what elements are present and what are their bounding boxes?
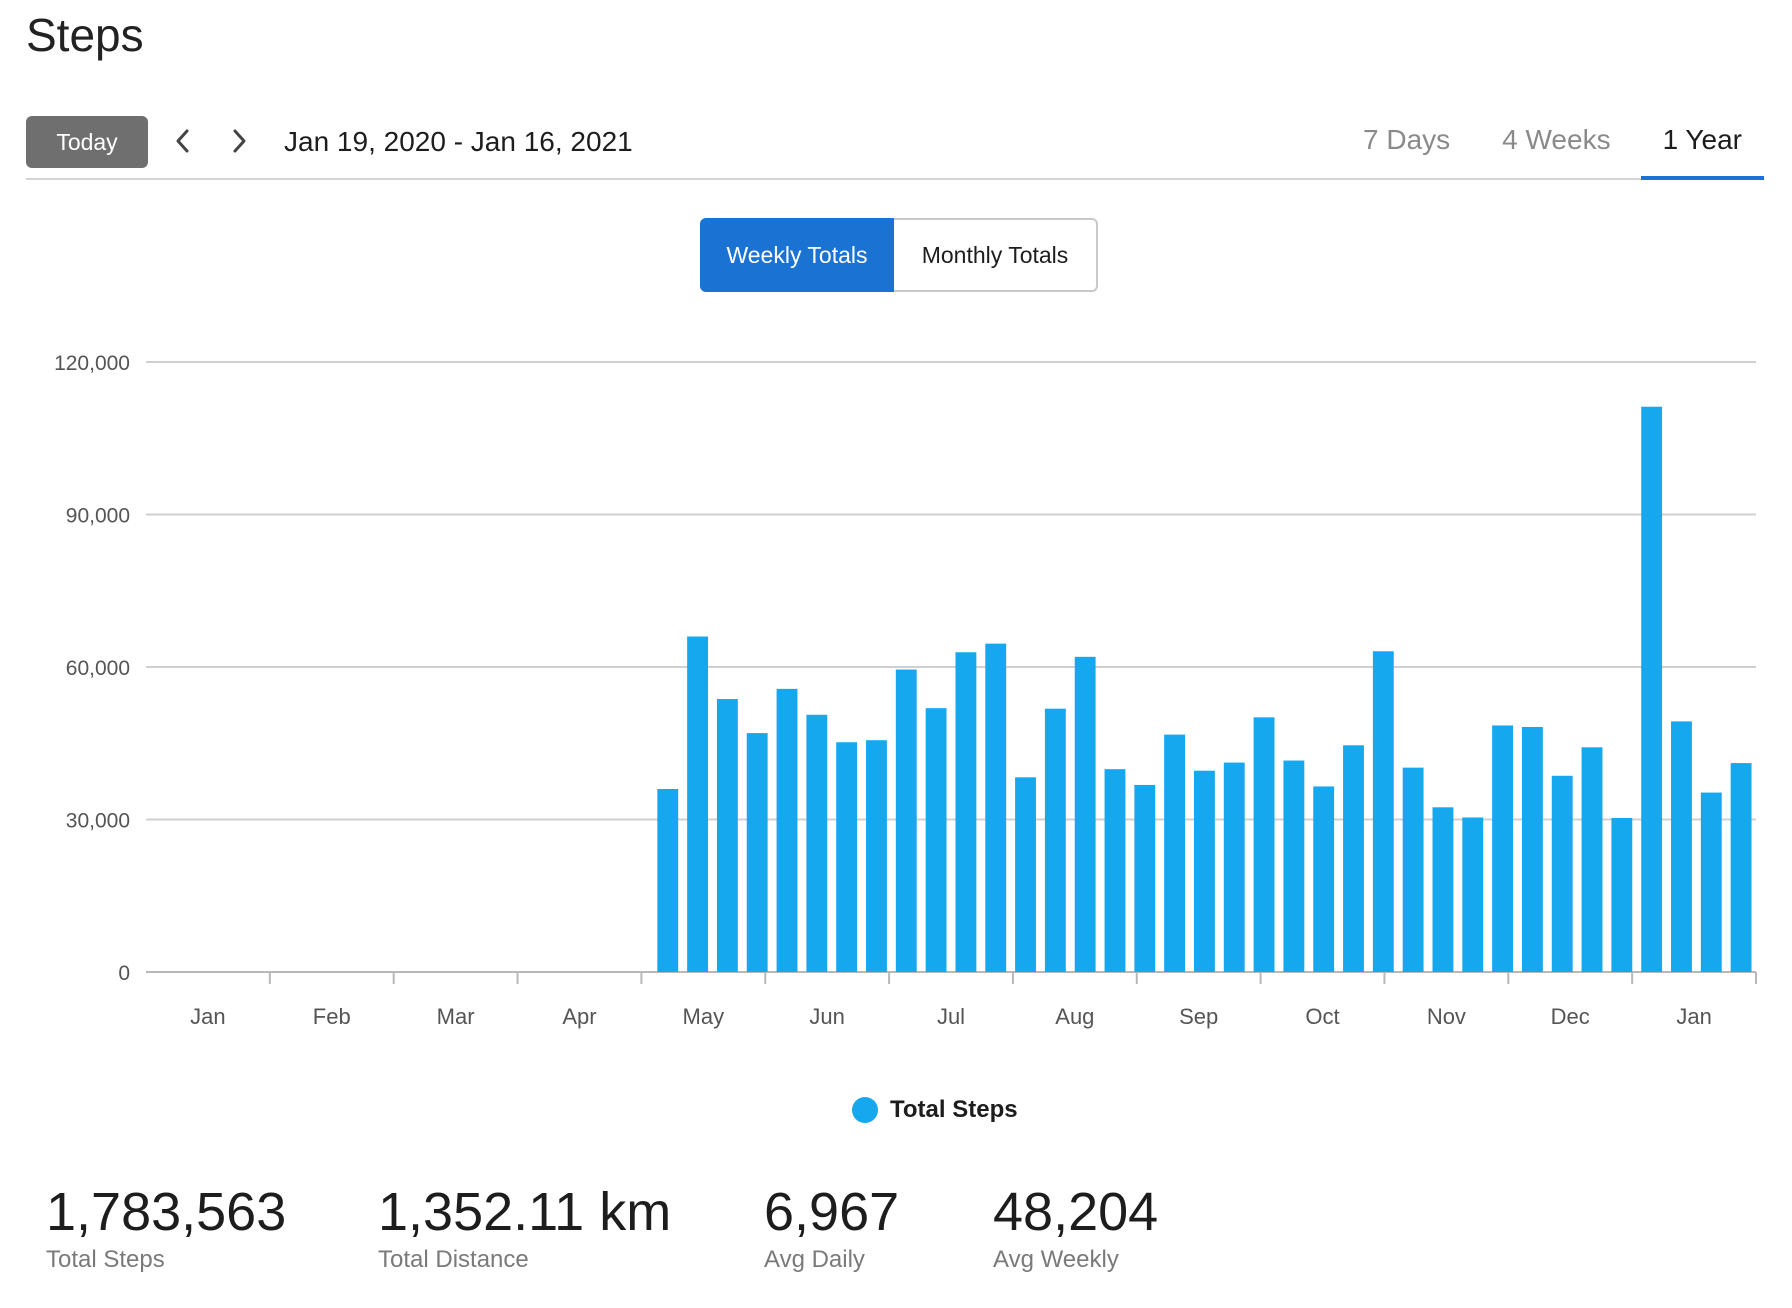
- bar: [1671, 721, 1692, 972]
- bar: [955, 652, 977, 972]
- x-tick-label: May: [683, 1004, 725, 1029]
- stat-value: 48,204: [993, 1182, 1159, 1242]
- bar: [687, 636, 709, 972]
- bar: [1164, 734, 1186, 972]
- x-tick-label: Nov: [1427, 1004, 1466, 1029]
- date-toolbar: Today Jan 19, 2020 - Jan 16, 2021 7 Days…: [26, 116, 1765, 180]
- bar: [776, 688, 798, 972]
- stat-label: Total Distance: [378, 1246, 529, 1273]
- bar: [1283, 760, 1305, 972]
- bar: [746, 733, 768, 972]
- stat-label: Avg Daily: [764, 1246, 865, 1273]
- bar: [1551, 775, 1573, 972]
- bar: [1432, 807, 1454, 972]
- stat-total-steps: 1,783,563 Total Steps: [46, 1182, 286, 1274]
- steps-bar-chart: 0 30,000 60,000 90,000 120,000 Jan Feb Mar Apr Ma…: [54, 352, 1757, 1029]
- x-tick-label: Jun: [809, 1004, 844, 1029]
- bar: [806, 714, 828, 972]
- x-tick-label: Aug: [1055, 1004, 1094, 1029]
- chevron-right-icon[interactable]: [224, 126, 254, 156]
- bar: [1074, 656, 1096, 972]
- bar: [657, 789, 679, 972]
- bar: [836, 742, 858, 972]
- monthly-totals-button[interactable]: Monthly Totals: [894, 218, 1098, 292]
- stat-total-distance: 1,352.11 km Total Distance: [378, 1182, 671, 1274]
- date-range-label: Jan 19, 2020 - Jan 16, 2021: [284, 126, 633, 157]
- bar: [1193, 770, 1215, 972]
- bar: [1492, 725, 1514, 972]
- legend-label: Total Steps: [890, 1096, 1018, 1123]
- bar: [1372, 651, 1394, 972]
- x-tick-label: Dec: [1551, 1004, 1590, 1029]
- bar: [1402, 767, 1424, 972]
- bar: [1313, 786, 1335, 972]
- x-tick-label: Jan: [190, 1004, 225, 1029]
- tab-7-days[interactable]: 7 Days: [1363, 124, 1451, 155]
- chart-legend[interactable]: Total Steps: [852, 1096, 1018, 1124]
- bar: [895, 669, 917, 972]
- bar: [1343, 745, 1364, 972]
- x-tick-label: Jan: [1676, 1004, 1711, 1029]
- tab-1-year[interactable]: 1 Year: [1640, 116, 1765, 180]
- legend-marker: [852, 1097, 878, 1123]
- bar: [1730, 763, 1752, 972]
- x-tick-label: Jul: [937, 1004, 965, 1029]
- bar: [985, 643, 1007, 972]
- bar: [1044, 708, 1066, 972]
- x-tick-label: Sep: [1179, 1004, 1218, 1029]
- bar: [1015, 777, 1036, 972]
- bar: [1700, 792, 1722, 972]
- y-tick-label: 90,000: [66, 505, 130, 528]
- y-tick-label: 30,000: [66, 810, 130, 833]
- x-tick-label: Mar: [437, 1004, 475, 1029]
- stat-label: Avg Weekly: [993, 1246, 1119, 1273]
- stat-value: 1,783,563: [46, 1182, 287, 1242]
- x-tick-label: Oct: [1305, 1004, 1339, 1029]
- range-tabs: 7 Days 4 Weeks 1 Year: [1333, 116, 1765, 180]
- page-title: Steps: [26, 9, 144, 61]
- x-tick-label: Feb: [313, 1004, 351, 1029]
- weekly-totals-button[interactable]: Weekly Totals: [700, 218, 894, 292]
- bar: [925, 708, 947, 972]
- y-tick-label: 0: [118, 962, 130, 985]
- bar: [1521, 726, 1543, 972]
- y-tick-label: 120,000: [54, 352, 130, 375]
- x-tick-label: Apr: [562, 1004, 596, 1029]
- tab-4-weeks[interactable]: 4 Weeks: [1502, 124, 1611, 155]
- stat-avg-weekly: 48,204 Avg Weekly: [993, 1182, 1158, 1274]
- bar: [716, 699, 738, 972]
- bar: [1462, 817, 1484, 972]
- stat-avg-daily: 6,967 Avg Daily: [764, 1182, 899, 1274]
- y-tick-label: 60,000: [66, 657, 130, 680]
- bar: [1223, 762, 1245, 972]
- bar: [1253, 717, 1275, 972]
- bar: [1134, 784, 1156, 972]
- bar: [866, 740, 887, 972]
- stat-label: Total Steps: [46, 1246, 165, 1273]
- bar: [1581, 747, 1603, 972]
- stat-value: 6,967: [764, 1182, 900, 1242]
- today-button[interactable]: Today: [26, 116, 148, 168]
- bar: [1641, 406, 1663, 972]
- bar: [1104, 769, 1126, 972]
- chevron-left-icon[interactable]: [168, 126, 198, 156]
- stat-value: 1,352.11 km: [378, 1182, 672, 1242]
- bar: [1611, 817, 1633, 972]
- totals-toggle: Weekly Totals Monthly Totals: [700, 218, 1098, 292]
